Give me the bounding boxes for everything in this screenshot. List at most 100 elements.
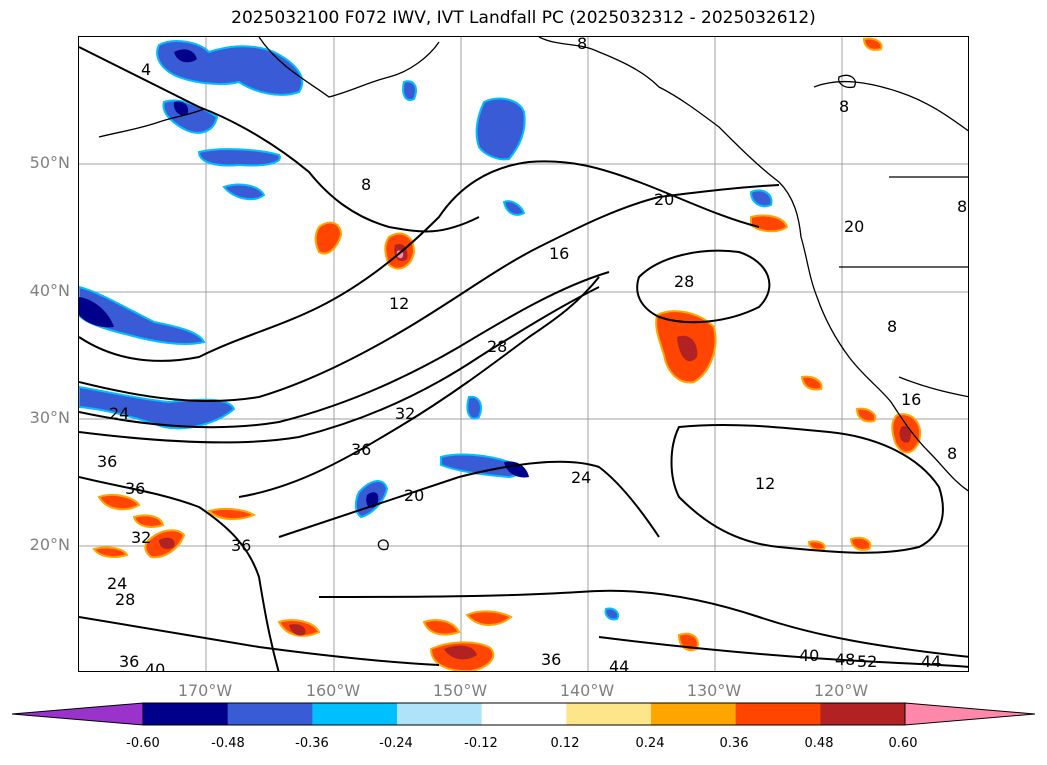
blob-pos-4 (750, 214, 789, 233)
lon-label-140w: 140°W (559, 681, 615, 700)
map-panel: 4 8 8 8 12 16 20 20 28 28 32 36 24 36 36… (78, 36, 969, 672)
colorbar-segment (735, 703, 821, 725)
contour-label: 4 (141, 60, 151, 79)
colorbar-segments (11, 702, 1036, 726)
contour-label: 8 (839, 97, 849, 116)
colorbar-tick-label: -0.60 (126, 736, 160, 751)
contour-label: 52 (857, 652, 877, 671)
colorbar-segment (481, 703, 567, 725)
contour-label: 40 (799, 646, 819, 665)
lat-label-50n: 50°N (29, 153, 70, 172)
blob-pos-18 (807, 540, 826, 551)
contour-label: 24 (107, 574, 127, 593)
contour-label: 20 (844, 217, 864, 236)
contour-label: 24 (571, 468, 591, 487)
contour-8 (79, 46, 480, 233)
contour-label: 12 (755, 474, 775, 493)
contour-label: 36 (541, 650, 561, 669)
colorbar-tick-label: -0.24 (379, 736, 413, 751)
contour-label: 32 (131, 528, 151, 547)
lat-label-30n: 30°N (29, 408, 70, 427)
colorbar-segment (651, 703, 737, 725)
blob-pos-6 (855, 407, 877, 423)
blob-core-3 (79, 297, 114, 328)
contour-16 (79, 184, 780, 403)
colorbar-segment (566, 703, 652, 725)
contour-label: 8 (577, 37, 587, 53)
colorbar-tick-label: -0.36 (295, 736, 329, 751)
blob-west-30n (79, 385, 236, 430)
colorbar-frame (142, 702, 906, 726)
island-hawaii (377, 539, 389, 551)
lon-label-170w: 170°W (177, 681, 233, 700)
blob-pos-8 (132, 514, 165, 528)
coast-canada-interior (813, 80, 968, 132)
colorbar-tick-label: -0.48 (211, 736, 245, 751)
colorbar-tick-label: 0.24 (635, 736, 665, 751)
border-us-mexico (898, 376, 968, 398)
lon-label-160w: 160°W (305, 681, 361, 700)
lon-label-130w: 130°W (686, 681, 742, 700)
blob-pos-7 (97, 494, 141, 511)
blob-pos-11 (92, 546, 129, 558)
contour-label: 24 (109, 404, 129, 423)
blob-pos-17 (849, 536, 872, 551)
lon-label-150w: 150°W (432, 681, 488, 700)
contour-label: 8 (957, 197, 967, 216)
contour-labels: 4 8 8 8 12 16 20 20 28 28 32 36 24 36 36… (97, 37, 967, 672)
coast-alaska-peninsula (258, 37, 440, 98)
contour-12 (79, 160, 760, 362)
colorbar-tick-label: 0.12 (550, 736, 580, 751)
colorbar-tick-label: 0.48 (804, 736, 834, 751)
blob-core-1 (174, 49, 197, 63)
colorbar-segment (820, 703, 906, 725)
contour-label: 48 (835, 650, 855, 669)
contour-label: 20 (404, 486, 424, 505)
blob-pos-baja-core (899, 426, 912, 443)
contour-label: 36 (119, 652, 139, 671)
contour-label: 44 (921, 652, 941, 671)
blob-alaska-panhandle (402, 80, 417, 101)
contour-label: 16 (549, 244, 569, 263)
contour-12-closed (670, 423, 944, 554)
blob-pos-14 (465, 610, 513, 626)
lon-label-120w: 120°W (813, 681, 869, 700)
contour-label: 36 (231, 536, 251, 555)
blob-bering-2 (222, 183, 266, 201)
blob-aleutian (162, 99, 219, 134)
contour-label: 28 (487, 337, 507, 356)
colorbar-tick-label: 0.60 (888, 736, 918, 751)
colorbar-tick-label: 0.36 (719, 736, 749, 751)
contour-label: 8 (887, 317, 897, 336)
blob-pos-core-3 (677, 335, 698, 362)
lat-label-20n: 20°N (29, 535, 70, 554)
colorbar-extend-high (904, 702, 1036, 726)
blob-central-north (475, 97, 526, 161)
colorbar-segment (143, 703, 229, 725)
lat-label-40n: 40°N (29, 281, 70, 300)
blob-west-40n (79, 285, 206, 345)
blob-pnw (749, 189, 773, 208)
contour-28 (79, 286, 600, 444)
contour-label: 40 (145, 660, 165, 672)
contour-label: 44 (609, 657, 629, 672)
blob-bering-1 (197, 148, 281, 167)
contour-44 (598, 636, 968, 668)
island-1 (838, 74, 856, 89)
blob-pos-5 (800, 375, 823, 391)
contour-label: 8 (361, 175, 371, 194)
colorbar-tick-label: -0.12 (464, 736, 498, 751)
contour-36-mid (238, 276, 600, 498)
blob-pos-12-core (289, 624, 306, 636)
positive-anomaly-shading (92, 37, 922, 671)
contour-label: 12 (389, 294, 409, 313)
contour-label: 20 (654, 190, 674, 209)
negative-anomaly-shading (79, 40, 773, 621)
contour-label: 32 (395, 404, 415, 423)
contour-40-south (79, 616, 440, 666)
contour-label: 36 (125, 479, 145, 498)
contour-36-west (79, 476, 280, 671)
coastlines (98, 37, 968, 551)
blob-pos-9 (207, 507, 257, 521)
contour-20 (79, 271, 610, 429)
